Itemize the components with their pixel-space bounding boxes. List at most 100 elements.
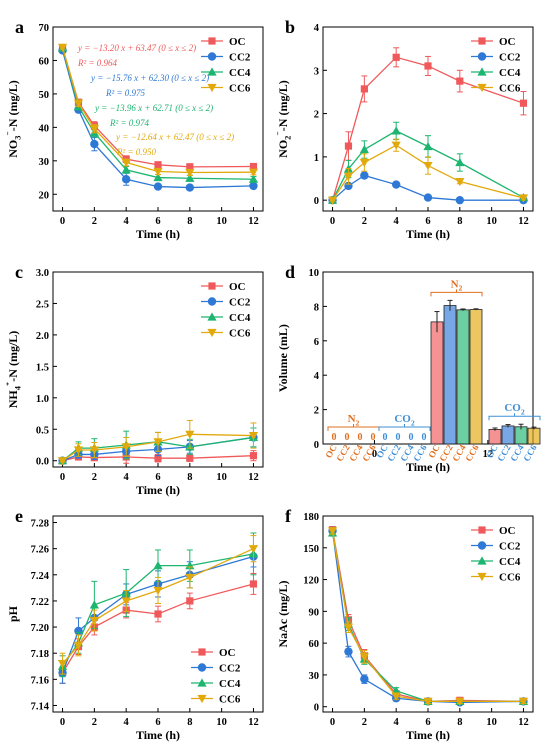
plot-frame [322,271,534,445]
y-axis-label-part: -N (mg/L) [6,80,20,131]
bar [443,305,457,445]
panel-letter: a [15,17,24,37]
data-point [249,181,258,191]
series-CC6 [57,535,259,675]
panel-a: a 20 30 40 50 60 70 NO3⁻-N (mg/L) Time (h) 0 2 4 6 8 1… [5,17,264,241]
x-tick-label: 4 [394,717,400,728]
x-tick-label: 2 [362,717,367,728]
data-point [185,430,195,439]
gas-label-part: CO [394,413,411,425]
y-tick-label: 1.5 [36,362,49,373]
data-point [391,180,401,189]
legend-label: OC [499,36,516,48]
x-tick-label: 6 [425,717,430,728]
group-bracket [378,426,431,431]
data-point [153,438,163,447]
x-axis-label: Time (h) [406,227,450,241]
data-point [89,125,99,134]
y-tick-label: 7.16 [31,675,49,686]
y-tick-label: 120 [303,576,319,587]
zero-value-label: 0 [383,432,388,443]
x-axis-label: Time (h) [136,483,180,497]
legend-label: OC [219,647,236,659]
x-tick-label: 6 [155,472,160,483]
y-tick-label: 30 [39,157,50,168]
zero-value-label: 0 [358,432,363,443]
y-tick-label: 2.0 [36,331,49,342]
x-axis-label: Time (h) [136,227,180,241]
y-axis-label: NO3⁻-N (mg/L) [5,80,22,158]
x-tick-label: 0 [330,216,335,227]
legend-label: CC2 [499,52,521,64]
data-point [344,647,353,656]
data-point [186,454,194,462]
y-axis-label-part: NO [6,140,20,158]
legend-label: CC6 [499,83,521,95]
y-tick-label: 60 [309,639,320,650]
gas-label-part: 2 [411,418,415,427]
x-tick-label: 0 [60,717,65,728]
bar [469,309,483,445]
x-tick-label: 2 [92,216,97,227]
legend-marker [477,541,487,550]
y-tick-label: 180 [303,512,319,523]
data-point [455,157,465,167]
data-point [153,182,163,191]
data-point [359,653,369,662]
panel-letter: e [15,506,23,526]
zero-value-label: 0 [371,432,376,443]
legend-marker [207,52,217,61]
legend-label: CC2 [219,663,241,675]
panel-f: f 0 30 60 90 120 150 180 NaAc (mg/L) Time (h) 0 2 4 6… [276,506,534,742]
zero-value-label: 0 [396,432,401,443]
legend-marker [207,297,217,306]
legend-marker [197,694,207,704]
zero-value-label: 0 [332,432,337,443]
legend-marker [477,67,487,76]
series-CC2 [328,526,528,707]
data-point [518,194,529,203]
legend-label: CC4 [219,678,241,690]
x-tick-label: 10 [216,717,227,728]
group-bracket [327,426,380,431]
legend-label: CC4 [499,67,521,79]
y-tick-label: 0.0 [36,457,49,468]
y-tick-label: 30 [309,671,320,682]
data-point [248,168,259,177]
data-point [360,674,369,684]
y-tick-label: 20 [39,190,50,201]
y-axis-label-part: NaAc (mg/L) [276,581,290,648]
x-tick-label: 4 [124,216,130,227]
data-point [423,697,433,707]
data-point [248,431,259,441]
data-point [154,610,162,618]
data-point [423,193,433,202]
x-axis-label: Time (h) [406,460,450,474]
data-point [73,446,84,455]
legend-label: CC4 [499,556,521,568]
x-tick-label: 4 [394,216,400,227]
x-tick-label: 10 [486,216,497,227]
legend: OC CC2 CC4 CC6 [201,36,251,95]
gas-label-part: CO [504,402,521,414]
y-axis-label-part: NH [6,390,20,409]
data-point [360,171,369,180]
bar [430,321,444,445]
y-tick-label: 4 [314,23,320,34]
y-tick-label: 0 [314,703,319,714]
y-tick-label: 40 [39,123,50,134]
x-axis-label: Time (h) [136,728,180,742]
legend-marker [477,83,487,93]
y-axis-label: Volume (mL) [276,324,290,392]
x-tick-label: 12 [248,717,259,728]
x-tick-label: 0 [60,216,65,227]
legend-label: CC2 [229,52,251,64]
series-line [331,529,524,703]
gas-label-part: N [348,413,356,425]
